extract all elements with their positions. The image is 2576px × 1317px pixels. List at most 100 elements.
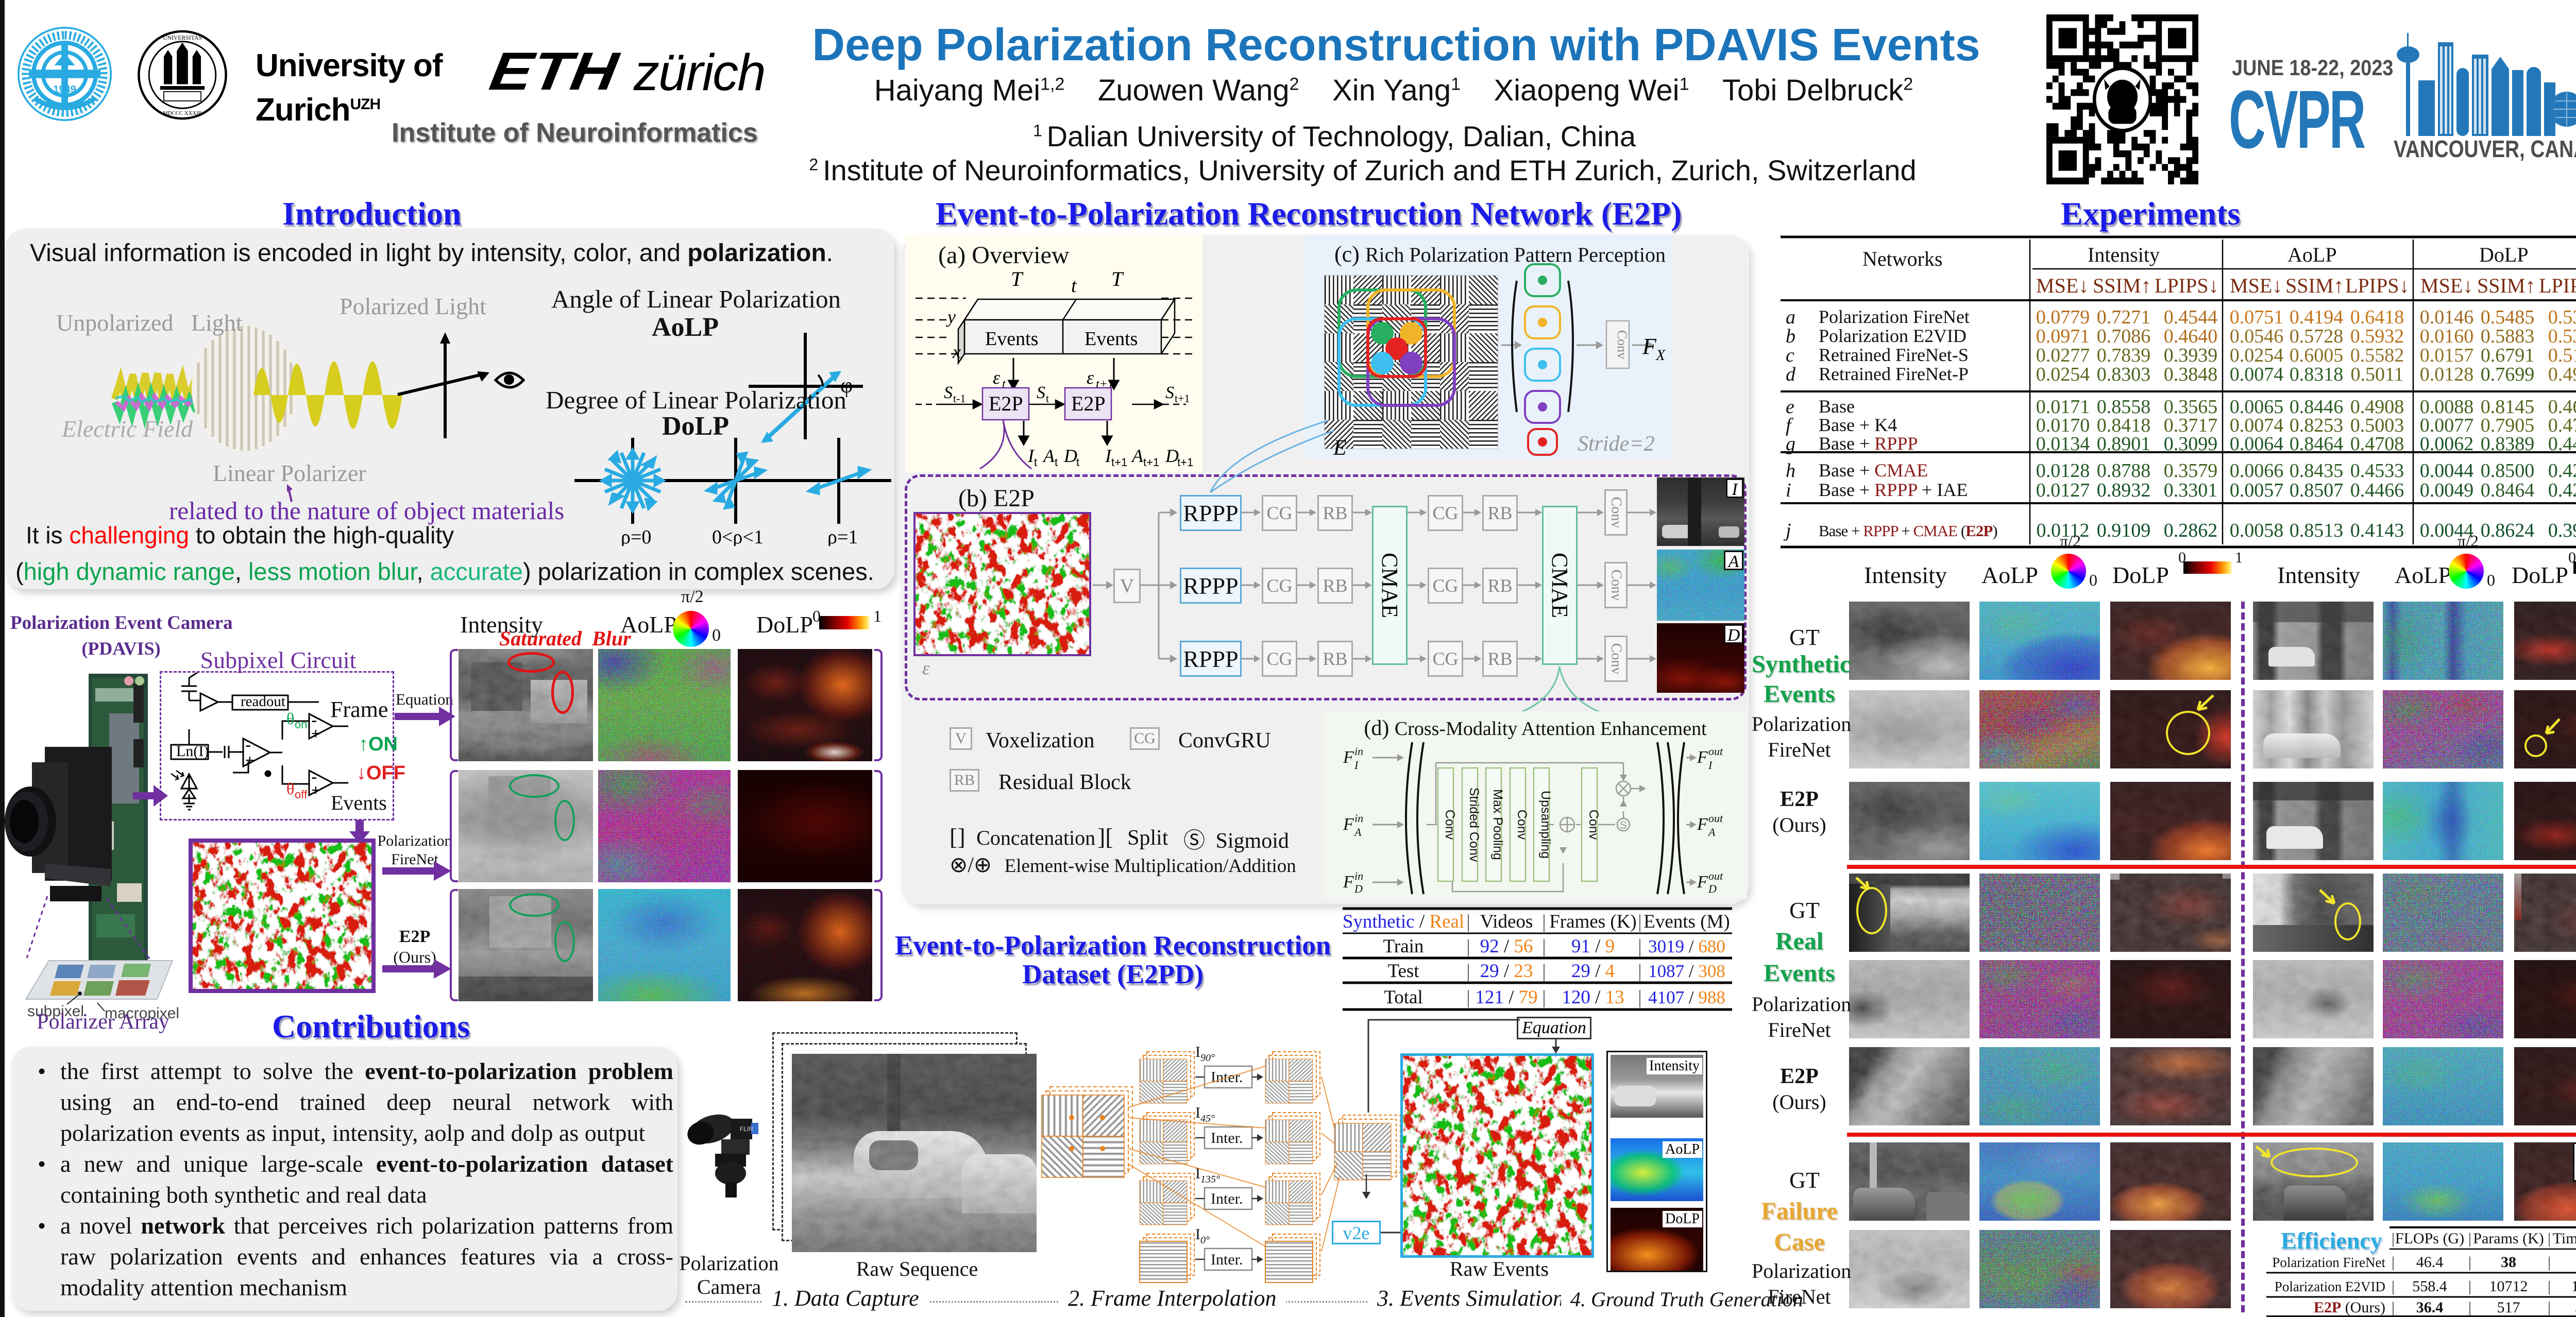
svg-text:Electric Field: Electric Field [61, 416, 193, 442]
svg-text:F: F [1343, 873, 1354, 892]
svg-text:A: A [1131, 446, 1144, 466]
svg-text:FLIR: FLIR [740, 1125, 753, 1133]
svg-text:t: t [1046, 392, 1049, 405]
svg-text:|: | [2392, 1278, 2395, 1295]
svg-text:Polarization FireNet: Polarization FireNet [2272, 1255, 2385, 1270]
svg-text:|: | [2392, 1299, 2395, 1316]
svg-text:D: D [1708, 882, 1717, 895]
svg-text:F: F [1343, 815, 1354, 834]
svg-text:|: | [1638, 987, 1641, 1008]
svg-text:Linear Polarizer: Linear Polarizer [213, 460, 366, 486]
svg-text:θ: θ [286, 709, 294, 728]
svg-text:related to the nature of objec: related to the nature of object material… [169, 497, 564, 525]
svg-text:y: y [946, 306, 956, 327]
svg-text:t: t [1034, 456, 1037, 469]
svg-text:91 / 9: 91 / 9 [1571, 936, 1615, 957]
svg-text:on: on [295, 718, 307, 731]
svg-text:t: t [1055, 456, 1058, 469]
svg-text:macropixel: macropixel [105, 1005, 179, 1020]
svg-text:F: F [1697, 815, 1708, 834]
svg-text:Train: Train [1383, 936, 1424, 957]
svg-text:DoLP: DoLP [2479, 243, 2529, 266]
svg-text:29 / 4: 29 / 4 [1571, 961, 1615, 982]
svg-text:Time (ms): Time (ms) [2553, 1230, 2576, 1247]
svg-text:5.1: 5.1 [2575, 1299, 2576, 1316]
svg-text:Polarized Light: Polarized Light [340, 293, 486, 319]
svg-text:I: I [1195, 1046, 1200, 1061]
svg-text:46.4: 46.4 [2416, 1254, 2444, 1271]
svg-text:I: I [1105, 446, 1112, 466]
svg-text:|: | [1542, 936, 1546, 957]
svg-text:E2P: E2P [989, 392, 1023, 415]
svg-text:5.3: 5.3 [2575, 1254, 2576, 1271]
svg-text:|: | [1638, 911, 1641, 932]
svg-text:0°: 0° [1200, 1235, 1210, 1246]
svg-text:Conv: Conv [1443, 810, 1457, 840]
svg-text:|: | [2548, 1278, 2551, 1295]
svg-text:|: | [1466, 911, 1470, 932]
svg-text:-: - [311, 767, 317, 787]
svg-text:F: F [1343, 748, 1354, 767]
svg-text:S: S [944, 383, 953, 402]
svg-text:ρ=1: ρ=1 [827, 526, 858, 546]
svg-text:A: A [1707, 826, 1716, 839]
svg-text:t+1: t+1 [1177, 456, 1193, 469]
svg-text:Ln(I): Ln(I) [176, 743, 209, 760]
svg-text:E2P (Ours): E2P (Ours) [2314, 1299, 2385, 1316]
svg-text:I: I [1195, 1165, 1200, 1182]
svg-text:MSE↓: MSE↓ [2036, 274, 2089, 297]
svg-text:|: | [2468, 1230, 2471, 1247]
svg-text:I: I [1027, 446, 1035, 466]
svg-text:29 / 23: 29 / 23 [1480, 961, 1533, 982]
svg-text:Upsampling: Upsampling [1538, 791, 1553, 859]
svg-text:Unpolarized Light: Unpolarized Light [56, 310, 243, 336]
svg-text:D: D [1165, 446, 1179, 466]
svg-text:+: + [245, 752, 255, 769]
svg-text:517: 517 [2497, 1299, 2520, 1316]
svg-text:|: | [2548, 1299, 2551, 1316]
svg-text:Networks: Networks [1862, 247, 1943, 270]
svg-text:ε: ε [993, 367, 1001, 388]
svg-text:S: S [1165, 383, 1174, 402]
svg-text:Conv: Conv [1586, 810, 1601, 840]
svg-text:X: X [1655, 347, 1666, 364]
svg-text:36.4: 36.4 [2416, 1299, 2444, 1316]
svg-text:A: A [1353, 826, 1362, 839]
svg-text:Intensity: Intensity [2088, 243, 2160, 266]
svg-text:t: t [1071, 275, 1077, 297]
svg-text:off: off [295, 788, 308, 801]
svg-text:I: I [1708, 759, 1713, 772]
svg-text:+: + [311, 725, 320, 742]
svg-text:Test: Test [1387, 961, 1419, 982]
svg-text:92 / 56: 92 / 56 [1480, 936, 1533, 957]
svg-text:out: out [1708, 869, 1723, 882]
svg-text:45°: 45° [1200, 1113, 1215, 1124]
svg-text:S: S [1037, 383, 1045, 402]
svg-text:|: | [1542, 961, 1546, 982]
svg-text:|: | [2468, 1278, 2471, 1295]
svg-text:T: T [1111, 267, 1124, 290]
svg-text:I: I [1354, 759, 1359, 772]
svg-text:Videos: Videos [1480, 911, 1533, 932]
svg-text:558.4: 558.4 [2412, 1278, 2447, 1295]
svg-text:1087 / 308: 1087 / 308 [1648, 961, 1725, 981]
svg-text:in: in [1354, 812, 1363, 825]
svg-text:D: D [1354, 882, 1363, 895]
svg-text:in: in [1354, 745, 1363, 758]
svg-text:FLOPs (G): FLOPs (G) [2395, 1230, 2464, 1247]
svg-text:I: I [1195, 1226, 1200, 1243]
svg-text:|: | [1542, 987, 1546, 1008]
svg-text:1949: 1949 [53, 84, 76, 95]
svg-text:121 / 79: 121 / 79 [1475, 987, 1537, 1008]
svg-text:Events: Events [1084, 328, 1138, 350]
svg-text:0<ρ<1: 0<ρ<1 [712, 526, 764, 546]
svg-text:θ: θ [286, 779, 294, 798]
svg-text:Stride=2: Stride=2 [1578, 432, 1655, 456]
svg-text:ρ=0: ρ=0 [621, 526, 651, 546]
svg-text:subpixel: subpixel [27, 1003, 84, 1020]
svg-text:90°: 90° [1200, 1052, 1215, 1064]
svg-text:SSIM↑: SSIM↑ [2477, 274, 2535, 297]
svg-text:Conv: Conv [1615, 330, 1630, 359]
svg-text:D: D [1063, 446, 1077, 466]
svg-text:Events (M): Events (M) [1643, 911, 1730, 932]
